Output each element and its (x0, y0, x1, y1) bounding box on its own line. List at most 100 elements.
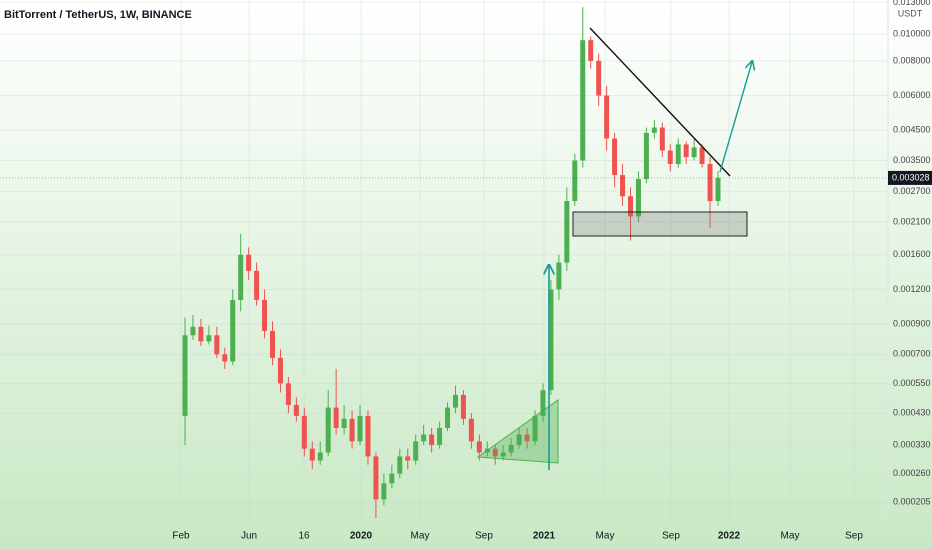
grid (0, 0, 888, 520)
candle-body (620, 175, 626, 197)
candle-body (333, 407, 339, 428)
candle-body (556, 262, 562, 290)
y-tick-label: 0.010000 (893, 28, 931, 38)
candle-body (651, 127, 657, 133)
last-price-tag (888, 170, 932, 185)
candle-body (612, 138, 618, 176)
x-tick-label: Feb (172, 531, 190, 542)
chart-title: BitTorrent / TetherUS, 1W, BINANCE (4, 9, 192, 21)
y-tick-label: 0.008000 (893, 55, 931, 65)
candle-body (397, 456, 403, 474)
x-tick-label: Sep (845, 531, 863, 542)
y-tick-label: 0.000260 (893, 468, 931, 478)
support-box (572, 211, 748, 237)
candle-body (262, 299, 268, 331)
candle-body (540, 390, 546, 416)
y-tick-label: 0.000550 (893, 378, 931, 388)
candle-body (182, 335, 188, 416)
x-tick-label: 16 (298, 531, 310, 542)
candle-body (270, 330, 276, 358)
x-tick-label: Sep (662, 531, 680, 542)
x-tick-label: Jun (241, 531, 257, 542)
candle-body (604, 95, 610, 139)
candle-body (254, 270, 260, 300)
candle-body (548, 289, 554, 391)
candle-body (301, 415, 307, 449)
candle-body (285, 383, 291, 405)
x-tick-label: May (596, 531, 615, 542)
x-tick-label: Sep (475, 531, 493, 542)
y-tick-label: 0.003500 (893, 155, 931, 165)
candle-body (564, 201, 570, 263)
y-tick-label: 0.002700 (893, 186, 931, 196)
candle-body (421, 434, 427, 442)
candle-body (683, 144, 689, 158)
candle-body (524, 434, 530, 442)
candle-body (659, 127, 665, 151)
candle-body (222, 354, 228, 362)
candle-body (691, 147, 697, 158)
candle-body (325, 407, 331, 453)
candle-body (667, 150, 673, 164)
candle-body (389, 473, 395, 484)
candle-body (675, 144, 681, 164)
candle-body (532, 415, 538, 442)
x-tick-label: 2020 (350, 531, 373, 542)
candle-body (643, 132, 649, 180)
y-tick-label: 0.001600 (893, 249, 931, 259)
candle-body (238, 254, 244, 300)
axes: 0.013000 0.010000 0.008000 0.006000 0.004500… (172, 0, 932, 542)
candle-body (516, 434, 522, 445)
candle-body (277, 357, 283, 384)
last-price-label: 0.003028 (892, 172, 930, 182)
y-tick-label: 0.000205 (893, 497, 931, 507)
candle-body (381, 483, 387, 500)
candle-body (349, 418, 355, 442)
x-tick-label: May (781, 531, 800, 542)
y-tick-label: 0.004500 (893, 125, 931, 135)
candle-body (468, 418, 474, 442)
candle-body (715, 177, 721, 202)
candle-body (699, 147, 705, 164)
candle-body (588, 40, 594, 61)
unit-label: USDT (898, 8, 923, 18)
candle-body (190, 326, 196, 336)
candle-body (508, 444, 514, 453)
y-tick-label: 0.013000 (893, 0, 931, 7)
candle-body (500, 452, 506, 457)
candle-body (492, 448, 498, 457)
candle-body (405, 456, 411, 461)
x-tick-label: May (411, 531, 430, 542)
y-tick-label: 0.000700 (893, 349, 931, 359)
candle-body (429, 434, 435, 445)
candle-body (373, 456, 379, 500)
candle-body (627, 196, 633, 217)
projection-arrow (719, 62, 752, 173)
candle-body (437, 427, 443, 445)
drawings (476, 27, 752, 470)
candle-body (635, 179, 641, 217)
y-tick-label: 0.002100 (893, 216, 931, 226)
candle-body (341, 418, 347, 428)
candle-body (580, 40, 586, 161)
candle-body (293, 404, 299, 416)
y-tick-label: 0.006000 (893, 90, 931, 100)
candle-body (445, 407, 451, 428)
candle-body (707, 163, 713, 202)
trend-line (589, 27, 731, 177)
candle-body (230, 299, 236, 362)
candle-body (596, 60, 602, 96)
candle-body (357, 415, 363, 442)
candle-body (206, 335, 212, 342)
y-tick-label: 0.001200 (893, 284, 931, 294)
y-tick-label: 0.000900 (893, 318, 931, 328)
candle-body (572, 160, 578, 202)
candle-body (214, 335, 220, 355)
candle-body (309, 448, 315, 461)
y-tick-label: 0.000330 (893, 439, 931, 449)
triangle-pattern (476, 399, 559, 464)
candle-body (413, 441, 419, 461)
candle-body (452, 394, 458, 408)
